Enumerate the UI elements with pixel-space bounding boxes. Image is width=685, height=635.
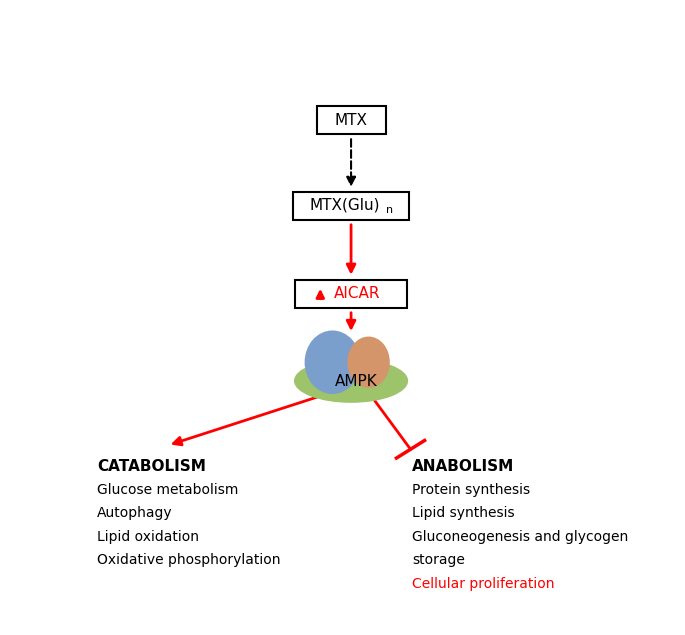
Text: Protein synthesis: Protein synthesis (412, 483, 530, 497)
Text: Gluconeogenesis and glycogen: Gluconeogenesis and glycogen (412, 530, 628, 544)
Text: Autophagy: Autophagy (97, 507, 173, 521)
Text: AMPK: AMPK (335, 374, 377, 389)
Ellipse shape (305, 330, 360, 394)
Ellipse shape (347, 337, 390, 388)
Text: MTX(Glu): MTX(Glu) (310, 197, 380, 212)
Text: MTX: MTX (334, 112, 368, 128)
Text: Glucose metabolism: Glucose metabolism (97, 483, 238, 497)
Text: AICAR: AICAR (334, 286, 381, 301)
Text: CATABOLISM: CATABOLISM (97, 458, 206, 474)
Text: ANABOLISM: ANABOLISM (412, 458, 514, 474)
Text: storage: storage (412, 554, 465, 568)
Ellipse shape (294, 359, 408, 403)
Text: Cellular proliferation: Cellular proliferation (412, 577, 555, 591)
FancyBboxPatch shape (292, 192, 410, 220)
Text: n: n (386, 204, 393, 215)
Text: Lipid oxidation: Lipid oxidation (97, 530, 199, 544)
Text: Lipid synthesis: Lipid synthesis (412, 507, 514, 521)
FancyBboxPatch shape (316, 106, 386, 135)
Text: Oxidative phosphorylation: Oxidative phosphorylation (97, 554, 281, 568)
FancyBboxPatch shape (295, 279, 407, 308)
